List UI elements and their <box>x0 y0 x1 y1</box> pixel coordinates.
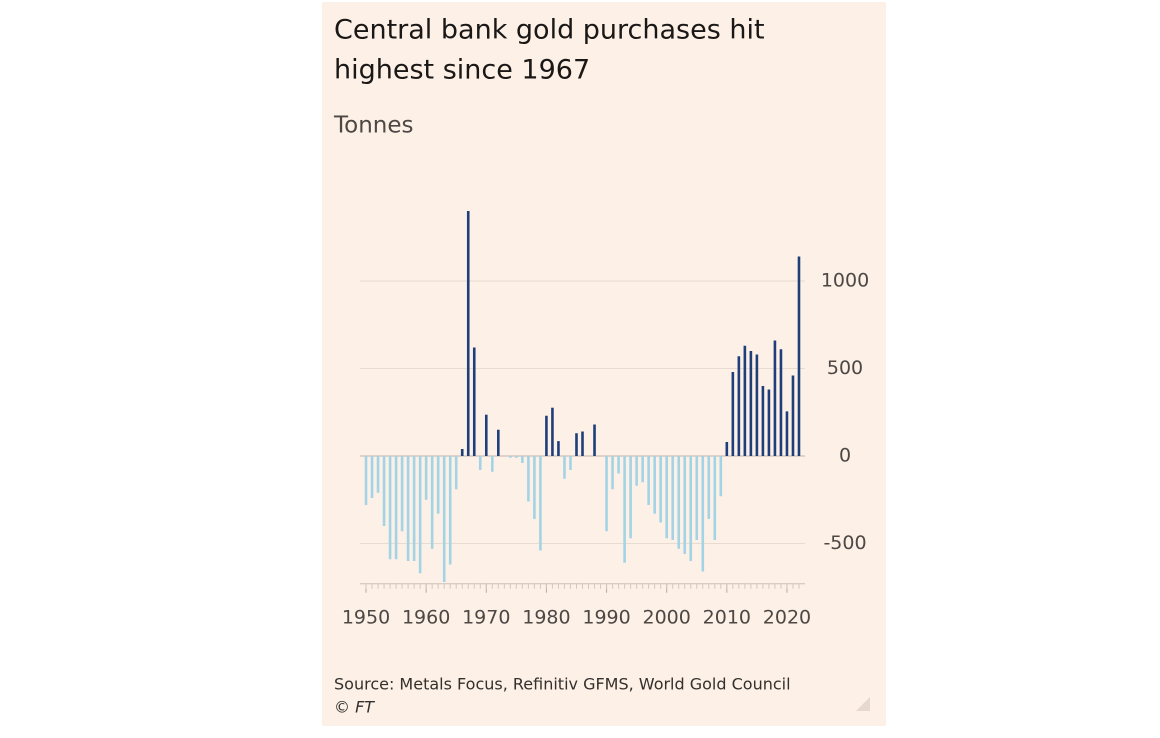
bar <box>629 456 632 539</box>
bar <box>448 456 452 565</box>
bar <box>797 256 801 456</box>
bar <box>515 456 518 458</box>
bar <box>454 456 458 490</box>
bar <box>749 351 753 456</box>
bar <box>689 456 693 561</box>
bar <box>761 386 765 456</box>
bar <box>791 375 795 456</box>
bar <box>593 424 596 456</box>
bar <box>418 456 422 574</box>
bar <box>725 442 729 456</box>
bar <box>611 456 614 490</box>
x-tick-label: 2020 <box>763 606 811 628</box>
bar <box>785 411 789 456</box>
resize-corner <box>856 697 870 711</box>
y-tick-label: 500 <box>827 357 863 379</box>
bar <box>472 347 476 456</box>
x-tick-label: 2010 <box>703 606 751 628</box>
bar <box>707 456 711 519</box>
bar <box>665 456 668 539</box>
bar <box>509 456 512 458</box>
bar <box>382 456 386 526</box>
bar <box>376 456 380 493</box>
bar <box>719 456 723 497</box>
x-tick-label: 1970 <box>462 606 510 628</box>
bar <box>647 456 650 505</box>
y-tick-label: 1000 <box>821 270 869 292</box>
bar <box>460 449 464 456</box>
x-tick-label: 1950 <box>342 606 390 628</box>
x-tick-label: 1960 <box>402 606 450 628</box>
bar <box>575 433 578 456</box>
bar <box>557 441 560 456</box>
bar <box>388 456 392 560</box>
bar <box>623 456 626 563</box>
y-tick-label: 0 <box>839 445 851 467</box>
y-tick-label: -500 <box>823 532 866 554</box>
bar <box>581 431 584 456</box>
bar <box>497 429 500 456</box>
bar <box>478 456 482 470</box>
bar <box>364 456 368 505</box>
bar <box>737 356 741 456</box>
bar <box>406 456 410 561</box>
bar <box>521 456 524 463</box>
bar <box>767 389 771 456</box>
bar <box>713 456 717 540</box>
bar <box>533 456 536 519</box>
x-tick-label: 2000 <box>643 606 691 628</box>
bar <box>617 456 620 474</box>
chart-title: highest since 1967 <box>334 55 590 86</box>
bar <box>773 340 777 456</box>
bar <box>659 456 662 523</box>
bar <box>394 456 398 560</box>
bar <box>436 456 440 514</box>
bar <box>605 456 608 532</box>
x-tick-label: 1990 <box>582 606 630 628</box>
bar <box>430 456 434 549</box>
bar <box>527 456 530 502</box>
bar <box>743 345 747 456</box>
bar <box>563 456 566 479</box>
bar <box>412 456 416 561</box>
bar <box>484 414 488 456</box>
bar <box>370 456 374 498</box>
bar <box>731 372 735 456</box>
bar <box>490 456 494 472</box>
bar <box>701 456 705 572</box>
source: Source: Metals Focus, Refinitiv GFMS, Wo… <box>334 675 791 694</box>
bar <box>442 456 446 582</box>
bar <box>653 456 656 514</box>
bar <box>569 456 572 470</box>
bar <box>695 456 699 540</box>
subtitle: Tonnes <box>333 113 414 139</box>
bar <box>641 456 644 483</box>
bar <box>551 407 554 456</box>
x-tick-label: 1980 <box>522 606 570 628</box>
chart-title: Central bank gold purchases hit <box>334 15 765 46</box>
bar <box>671 456 675 540</box>
bar <box>545 415 548 456</box>
bar <box>677 456 681 549</box>
bar <box>755 354 759 456</box>
bar <box>400 456 404 532</box>
credit: © FT <box>334 698 375 717</box>
bar <box>683 456 687 554</box>
bar <box>635 456 638 486</box>
panel <box>322 2 886 726</box>
bar <box>424 456 428 500</box>
bar <box>539 456 542 551</box>
bar <box>466 211 470 456</box>
bar <box>779 349 783 456</box>
